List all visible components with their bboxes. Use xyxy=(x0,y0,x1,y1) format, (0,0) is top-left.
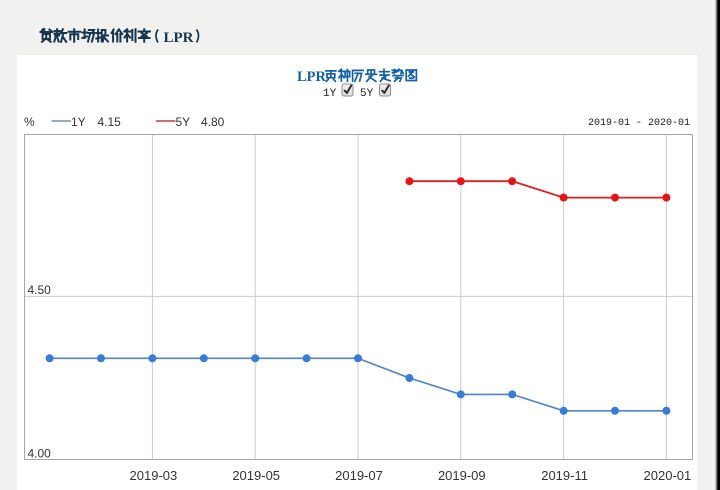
svg-text:%: % xyxy=(24,115,35,129)
svg-text:5Y: 5Y xyxy=(360,88,374,100)
svg-text:4.80: 4.80 xyxy=(201,115,225,129)
svg-text:2019-09: 2019-09 xyxy=(438,468,486,483)
svg-text:2019-05: 2019-05 xyxy=(232,468,280,483)
svg-text:2019-11: 2019-11 xyxy=(541,468,588,483)
svg-text:2020-01: 2020-01 xyxy=(644,468,692,483)
svg-text:4.00: 4.00 xyxy=(28,447,52,461)
svg-text:4.15: 4.15 xyxy=(98,115,122,129)
svg-text:2019-07: 2019-07 xyxy=(335,468,383,483)
svg-text:2019-03: 2019-03 xyxy=(130,468,178,483)
svg-text:1Y: 1Y xyxy=(71,115,86,129)
svg-text:LPR: LPR xyxy=(164,30,194,46)
svg-text:LPR: LPR xyxy=(297,69,327,85)
svg-text:1Y: 1Y xyxy=(323,88,337,100)
svg-text:4.50: 4.50 xyxy=(28,283,52,297)
svg-text:2019-01 - 2020-01: 2019-01 - 2020-01 xyxy=(588,118,690,129)
svg-text:5Y: 5Y xyxy=(176,115,191,129)
